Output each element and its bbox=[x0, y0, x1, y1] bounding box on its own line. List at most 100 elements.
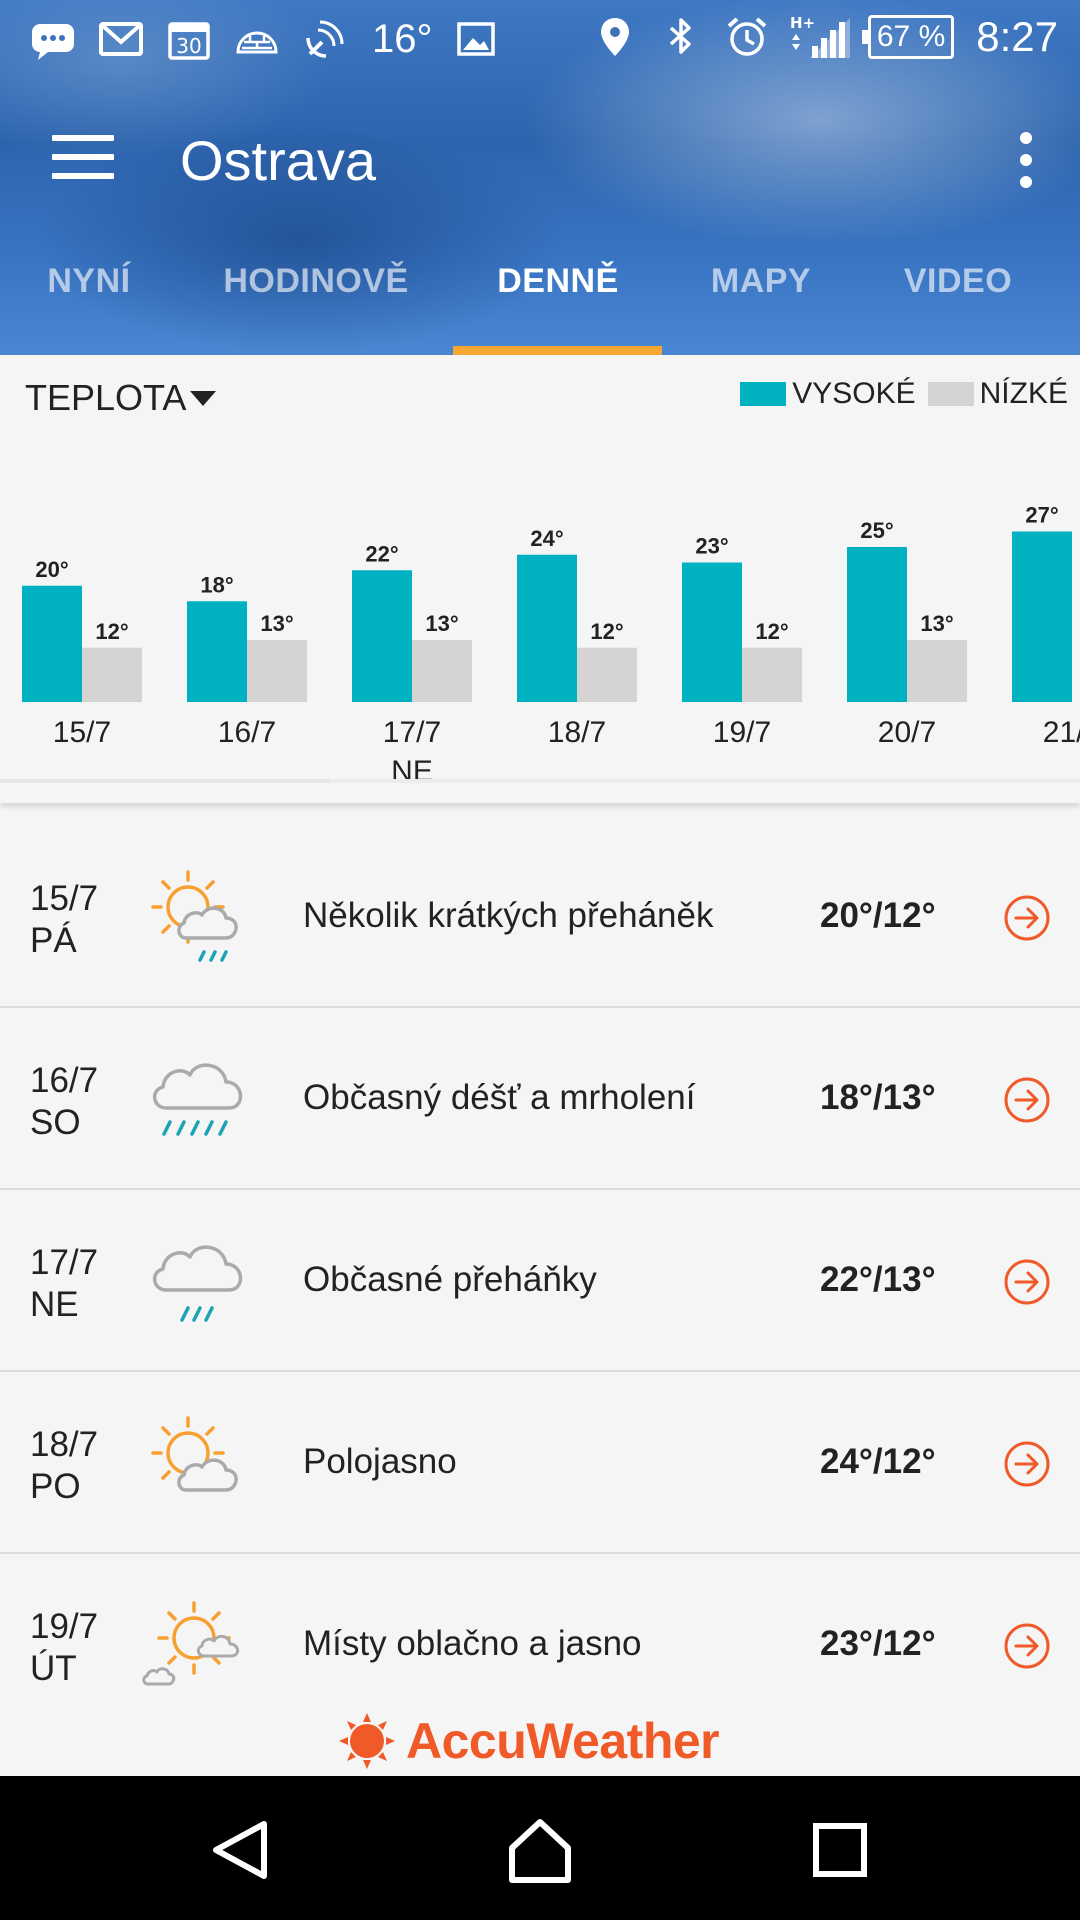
row-day: PO bbox=[30, 1467, 81, 1506]
row-temperatures: 18°/13° bbox=[820, 1078, 936, 1117]
chart-legend: VYSOKÉ NÍZKÉ bbox=[728, 377, 1068, 411]
row-date: 19/7 bbox=[30, 1607, 99, 1646]
temperature-bar-chart[interactable]: 20° 12° 15/7 18° 13° 16/7 22° 13° 17/7 NE 24° 12° 18… bbox=[0, 453, 1080, 779]
arrow-right-circle-icon[interactable] bbox=[1003, 1258, 1051, 1306]
forecast-row[interactable]: 18/7 PO Polojasno 24°/12° bbox=[0, 1372, 1080, 1554]
bar-high-value: 27° bbox=[1025, 503, 1058, 528]
bar-low-value: 13° bbox=[260, 611, 293, 636]
network-type-text: H+ bbox=[790, 14, 815, 32]
home-icon[interactable] bbox=[500, 1810, 580, 1890]
arrow-right-circle-icon[interactable] bbox=[1003, 1076, 1051, 1124]
app-bar: Ostrava bbox=[0, 90, 1080, 230]
location-icon bbox=[590, 12, 640, 62]
calendar-day-text: 30 bbox=[176, 34, 201, 58]
row-date: 15/7 bbox=[30, 879, 99, 918]
cloud-rain-icon bbox=[153, 1063, 243, 1136]
bar-low bbox=[742, 647, 802, 702]
forecast-row[interactable]: 19/7 ÚT Místy oblačno a jasno 23°/12° bbox=[0, 1554, 1080, 1734]
row-description: Několik krátkých přeháněk bbox=[303, 896, 714, 935]
tab-hodinove[interactable]: HODINOVĚ bbox=[223, 262, 409, 300]
bar-low bbox=[577, 647, 637, 702]
more-options-icon[interactable] bbox=[1018, 132, 1034, 188]
bar-low bbox=[907, 640, 967, 702]
tab-video[interactable]: VIDEO bbox=[903, 262, 1013, 300]
gmail-icon bbox=[96, 14, 146, 64]
alarm-icon bbox=[722, 12, 772, 62]
temperature-chart-card: TEPLOTA VYSOKÉ NÍZKÉ 20° 12° 15/7 18° 13° 16/… bbox=[0, 355, 1080, 803]
bar-high bbox=[682, 562, 742, 702]
tab-nyni[interactable]: NYNÍ bbox=[47, 262, 131, 300]
bar-high-value: 25° bbox=[860, 518, 893, 543]
status-time: 8:27 bbox=[976, 13, 1058, 60]
date-tick-label: 21/7 bbox=[1043, 716, 1080, 749]
bar-high bbox=[352, 570, 412, 702]
date-tick-label: 17/7 bbox=[383, 716, 441, 749]
tab-bar: NYNÍ HODINOVĚ DENNĚ MAPY VIDEO bbox=[0, 248, 1080, 355]
bar-high-value: 22° bbox=[365, 541, 398, 566]
date-tick-label: 20/7 bbox=[878, 716, 936, 749]
signal-icon: H+ bbox=[788, 12, 852, 62]
sun-cloud-showers-icon bbox=[151, 870, 238, 962]
city-title: Ostrava bbox=[180, 129, 377, 192]
bar-low-value: 13° bbox=[920, 611, 953, 636]
row-description: Občasné přeháňky bbox=[303, 1260, 597, 1299]
battery-icon: 67 % bbox=[861, 15, 955, 59]
row-day: SO bbox=[30, 1103, 81, 1142]
accuweather-logo[interactable]: AccuWeather bbox=[338, 1712, 720, 1770]
row-temperatures: 24°/12° bbox=[820, 1442, 936, 1481]
forecast-row[interactable]: 16/7 SO Občasný déšť a mrholení 18°/13° bbox=[0, 1008, 1080, 1190]
bar-low-value: 12° bbox=[590, 619, 623, 644]
forecast-list: 15/7 PÁ Několik krátkých přeháněk 20°/12°… bbox=[0, 826, 1080, 1734]
navigation-bar bbox=[0, 1776, 1080, 1920]
image-icon bbox=[451, 14, 501, 64]
bar-low bbox=[247, 640, 307, 702]
tab-mapy[interactable]: MAPY bbox=[710, 262, 812, 300]
bar-high-value: 20° bbox=[35, 557, 68, 582]
tab-denne[interactable]: DENNĚ bbox=[497, 262, 619, 300]
bar-high bbox=[517, 554, 577, 702]
arrow-right-circle-icon[interactable] bbox=[1003, 1622, 1051, 1670]
date-tick-label: 16/7 bbox=[218, 716, 276, 749]
row-date: 18/7 bbox=[30, 1425, 99, 1464]
bar-high-value: 18° bbox=[200, 572, 233, 597]
back-icon[interactable] bbox=[200, 1810, 280, 1890]
bar-high bbox=[187, 601, 247, 702]
legend-low-swatch bbox=[927, 382, 974, 406]
row-temperatures: 23°/12° bbox=[820, 1624, 936, 1663]
row-date: 17/7 bbox=[30, 1243, 99, 1282]
bar-low bbox=[412, 640, 472, 702]
message-icon bbox=[28, 14, 78, 64]
forecast-row[interactable]: 17/7 NE Občasné přeháňky 22°/13° bbox=[0, 1190, 1080, 1372]
partly-sunny-icon bbox=[151, 1416, 238, 1492]
header: 30 16° H+ 6 bbox=[0, 0, 1080, 355]
active-tab-indicator bbox=[453, 346, 662, 355]
date-tick-label: 15/7 bbox=[53, 716, 111, 749]
menu-icon[interactable] bbox=[52, 135, 114, 179]
brand-name: AccuWeather bbox=[406, 1713, 720, 1769]
row-description: Polojasno bbox=[303, 1442, 457, 1481]
bar-low-value: 13° bbox=[425, 611, 458, 636]
bar-high bbox=[1012, 531, 1072, 702]
chart-scrollbar[interactable] bbox=[330, 779, 1080, 783]
bar-low-value: 12° bbox=[95, 619, 128, 644]
bar-high-value: 23° bbox=[695, 534, 728, 559]
metric-selector[interactable]: TEPLOTA bbox=[25, 377, 217, 419]
day-tick-label: NE bbox=[391, 755, 433, 779]
dropdown-caret-icon bbox=[190, 390, 217, 406]
metric-label: TEPLOTA bbox=[25, 377, 187, 418]
bar-low bbox=[82, 647, 142, 702]
legend-low-label: NÍZKÉ bbox=[979, 377, 1068, 410]
forecast-row[interactable]: 15/7 PÁ Několik krátkých přeháněk 20°/12° bbox=[0, 826, 1080, 1008]
mostly-sunny-icon bbox=[142, 1601, 240, 1686]
arrow-right-circle-icon[interactable] bbox=[1003, 894, 1051, 942]
accuweather-sun-icon bbox=[339, 1713, 395, 1769]
bar-high bbox=[847, 547, 907, 702]
recent-apps-icon[interactable] bbox=[800, 1810, 880, 1890]
row-day: PÁ bbox=[30, 921, 77, 960]
igloo-icon bbox=[232, 14, 282, 64]
arrow-right-circle-icon[interactable] bbox=[1003, 1440, 1051, 1488]
bar-high bbox=[22, 585, 82, 702]
status-temperature: 16° bbox=[372, 16, 433, 61]
status-bar: 30 16° H+ 6 bbox=[0, 0, 1080, 78]
row-description: Místy oblačno a jasno bbox=[303, 1624, 642, 1663]
